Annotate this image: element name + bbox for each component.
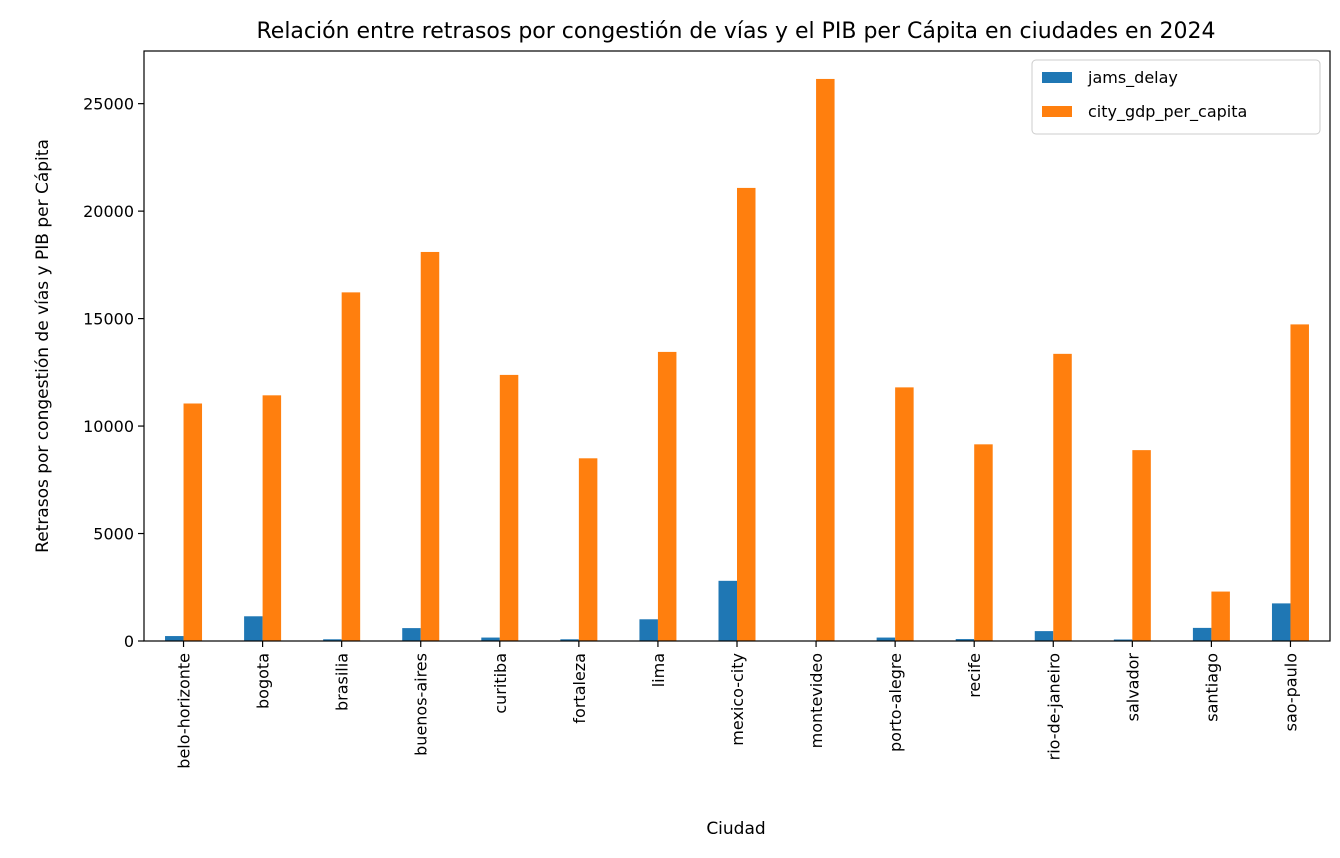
bar-city_gdp_per_capita-fortaleza [578,458,598,641]
bar-jams_delay-porto-alegre [876,637,896,641]
bar-jams_delay-belo-horizonte [165,636,184,641]
x-tick-label-fortaleza: fortaleza [570,653,589,724]
y-tick-label: 20000 [83,202,134,221]
chart-title: Relación entre retrasos por congestión d… [256,19,1215,44]
y-tick-label: 0 [124,632,134,651]
legend: jams_delay city_gdp_per_capita [1031,59,1321,135]
x-tick-label-bogota: bogota [254,653,273,709]
bar-city_gdp_per_capita-salvador [1132,450,1151,641]
bar-jams_delay-bogota [244,616,263,641]
bar-jams_delay-salvador [1113,639,1133,641]
x-tick-label-santiago: santiago [1202,653,1221,722]
x-axis-label: Ciudad [706,819,765,839]
bar-city_gdp_per_capita-belo-horizonte [183,403,203,641]
plot-frame [143,50,1331,642]
bar-jams_delay-curitiba [481,637,500,641]
x-tick-label-belo-horizonte: belo-horizonte [175,653,194,769]
x-tick-label-buenos-aires: buenos-aires [412,653,431,756]
bar-jams_delay-rio-de-janeiro [1034,631,1054,641]
bar-city_gdp_per_capita-rio-de-janeiro [1053,353,1072,641]
bar-city_gdp_per_capita-mexico-city [737,187,756,642]
y-tick-label: 25000 [83,95,134,114]
legend-swatch-city_gdp_per_capita [1042,106,1072,117]
bar-jams_delay-lima [639,619,658,641]
bar-city_gdp_per_capita-santiago [1211,591,1230,641]
legend-box [1031,59,1321,135]
x-tick-label-lima: lima [649,653,668,687]
x-tick-label-recife: recife [965,653,984,698]
bar-city_gdp_per_capita-curitiba [499,374,519,641]
y-tick-label: 15000 [83,310,134,329]
x-tick-label-porto-alegre: porto-alegre [886,653,905,752]
x-tick-label-mexico-city: mexico-city [728,653,747,746]
x-tick-label-brasilia: brasilia [333,653,352,711]
y-tick-label: 10000 [83,417,134,436]
y-axis-ticks: 0 5000 10000 15000 20000 25000 [83,95,144,651]
bar-city_gdp_per_capita-buenos-aires [420,251,440,641]
bar-jams_delay-santiago [1192,627,1212,641]
bar-jams_delay-buenos-aires [402,628,421,641]
x-tick-label-montevideo: montevideo [807,653,826,748]
legend-label-jams_delay: jams_delay [1087,68,1178,88]
legend-swatch-jams_delay [1042,72,1072,83]
bar-jams_delay-recife [955,639,975,641]
bar-city_gdp_per_capita-lima [657,351,677,641]
bar-city_gdp_per_capita-bogota [262,395,282,641]
bar-city_gdp_per_capita-recife [974,444,993,641]
bar-city_gdp_per_capita-brasilia [341,292,361,641]
bar-city_gdp_per_capita-sao-paulo [1290,324,1309,641]
x-tick-label-sao-paulo: sao-paulo [1281,653,1300,731]
bar-jams_delay-mexico-city [718,580,737,641]
bar-city_gdp_per_capita-montevideo [816,78,835,641]
bar-jams_delay-fortaleza [560,639,579,641]
bar-jams_delay-sao-paulo [1271,603,1291,641]
bars-group [165,78,1309,642]
legend-label-city_gdp_per_capita: city_gdp_per_capita [1088,102,1247,122]
y-tick-label: 5000 [93,525,134,544]
x-tick-label-curitiba: curitiba [491,653,510,714]
x-tick-label-salvador: salvador [1123,653,1142,722]
x-axis-ticks: belo-horizonte bogota brasilia buenos-aires… [175,641,1300,769]
bar-city_gdp_per_capita-porto-alegre [895,387,914,641]
bar-jams_delay-brasilia [323,639,342,641]
y-axis-label: Retrasos por congestión de vías y PIB pe… [33,139,53,553]
x-tick-label-rio-de-janeiro: rio-de-janeiro [1044,653,1063,760]
